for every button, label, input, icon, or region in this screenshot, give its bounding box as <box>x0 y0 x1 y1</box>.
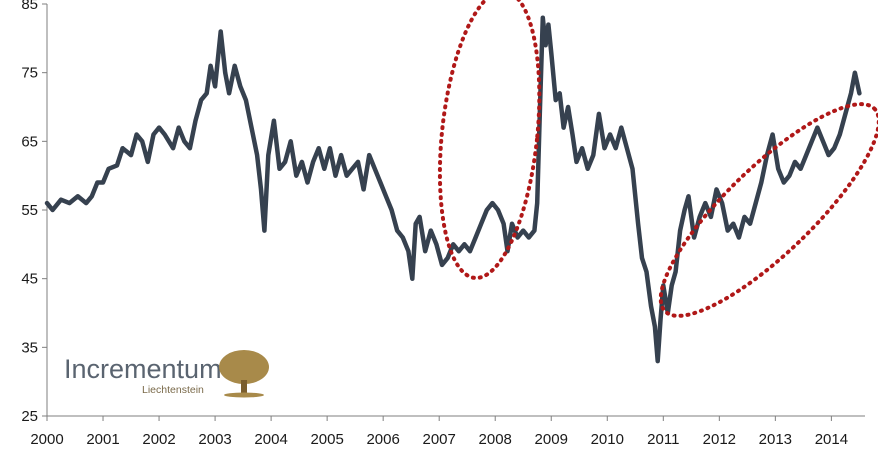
series-line <box>44 15 862 364</box>
y-tick-label: 45 <box>21 271 38 288</box>
x-tick-label: 2009 <box>535 431 568 448</box>
x-tick-label: 2013 <box>759 431 792 448</box>
x-tick-label: 2004 <box>254 431 287 448</box>
x-tick-label: 2002 <box>142 431 175 448</box>
tree-icon <box>219 350 269 398</box>
x-tick-label: 2001 <box>86 431 119 448</box>
x-tick-label: 2010 <box>591 431 624 448</box>
x-tick-label: 2012 <box>703 431 736 448</box>
annotations-group <box>437 0 878 318</box>
y-tick-label: 55 <box>21 202 38 219</box>
highlight-ellipse <box>658 102 878 318</box>
logo-subtitle: Liechtenstein <box>142 384 204 396</box>
highlight-ellipse <box>437 0 542 280</box>
y-tick-label: 25 <box>21 408 38 425</box>
y-tick-label: 35 <box>21 339 38 356</box>
y-tick-label: 65 <box>21 133 38 150</box>
x-tick-label: 2005 <box>310 431 343 448</box>
x-tick-label: 2014 <box>815 431 848 448</box>
x-tick-label: 2011 <box>647 431 679 448</box>
x-tick-label: 2000 <box>30 431 63 448</box>
x-tick-label: 2008 <box>479 431 512 448</box>
y-tick-label: 75 <box>21 65 38 82</box>
x-tick-label: 2003 <box>198 431 231 448</box>
y-tick-label: 85 <box>21 0 38 13</box>
x-tick-label: 2006 <box>366 431 399 448</box>
x-tick-label: 2007 <box>423 431 456 448</box>
logo-name: Incrementum <box>64 354 222 384</box>
ticks: 25 35 45 55 65 75 85 2000 2001 2002 2003 2004 2005 20… <box>21 0 848 448</box>
logo: Incrementum Liechtenstein <box>64 350 269 398</box>
series-group <box>44 15 862 364</box>
